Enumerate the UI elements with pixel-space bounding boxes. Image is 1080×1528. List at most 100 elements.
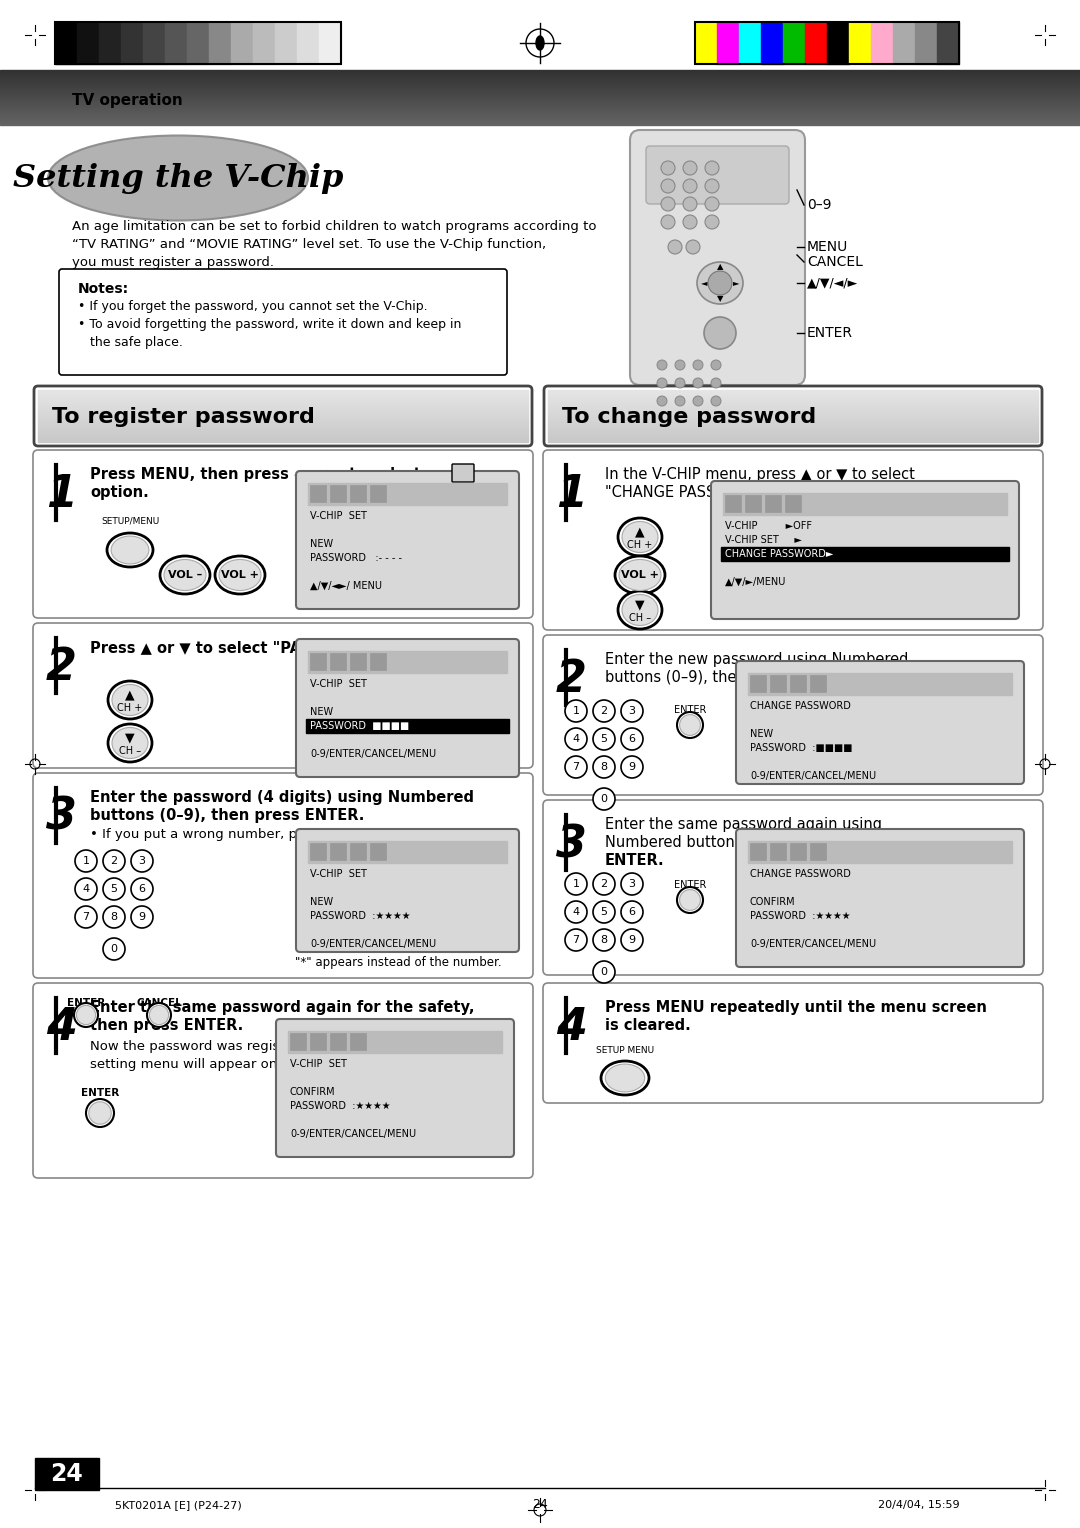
Text: 2: 2 xyxy=(600,706,608,717)
FancyBboxPatch shape xyxy=(630,130,805,385)
Text: SETUP MENU: SETUP MENU xyxy=(596,1047,654,1054)
Text: “TV RATING” and “MOVIE RATING” level set. To use the V-Chip function,: “TV RATING” and “MOVIE RATING” level set… xyxy=(72,238,546,251)
Circle shape xyxy=(593,727,615,750)
FancyBboxPatch shape xyxy=(33,983,534,1178)
FancyBboxPatch shape xyxy=(543,983,1043,1103)
Circle shape xyxy=(693,396,703,406)
Circle shape xyxy=(621,902,643,923)
Text: V-CHIP  SET: V-CHIP SET xyxy=(310,678,367,689)
FancyBboxPatch shape xyxy=(735,662,1024,784)
Circle shape xyxy=(693,361,703,370)
Text: PASSWORD  :★★★★: PASSWORD :★★★★ xyxy=(291,1102,391,1111)
Circle shape xyxy=(565,902,588,923)
Text: ENTER: ENTER xyxy=(81,1088,119,1099)
Bar xyxy=(789,675,806,692)
Circle shape xyxy=(103,906,125,927)
Text: 5: 5 xyxy=(600,908,607,917)
Bar xyxy=(275,21,297,64)
Text: 1: 1 xyxy=(572,879,580,889)
Bar xyxy=(55,21,341,64)
Text: Press MENU, then press ◄ or ► to select: Press MENU, then press ◄ or ► to select xyxy=(90,468,431,481)
Circle shape xyxy=(705,215,719,229)
Bar xyxy=(810,843,826,860)
Bar xyxy=(350,484,366,503)
Text: Now the password was registered and V-Chip: Now the password was registered and V-Ch… xyxy=(90,1041,392,1053)
Text: 3: 3 xyxy=(629,879,635,889)
Circle shape xyxy=(711,377,721,388)
Text: CH –: CH – xyxy=(629,613,651,623)
Text: 0-9/ENTER/CANCEL/MENU: 0-9/ENTER/CANCEL/MENU xyxy=(291,1129,416,1138)
Circle shape xyxy=(593,700,615,723)
Text: V-CHIP         ►OFF: V-CHIP ►OFF xyxy=(725,521,812,532)
Circle shape xyxy=(711,396,721,406)
Text: 7: 7 xyxy=(572,762,580,772)
FancyBboxPatch shape xyxy=(543,451,1043,630)
Text: V-CHIP  SET: V-CHIP SET xyxy=(291,1059,347,1070)
Text: PASSWORD  ■■■■: PASSWORD ■■■■ xyxy=(310,721,409,730)
Bar xyxy=(748,672,1012,695)
Ellipse shape xyxy=(619,559,661,590)
Bar xyxy=(761,21,783,64)
Text: An age limitation can be set to forbid children to watch programs according to: An age limitation can be set to forbid c… xyxy=(72,220,596,232)
Bar xyxy=(231,21,253,64)
Circle shape xyxy=(621,872,643,895)
Circle shape xyxy=(103,938,125,960)
FancyBboxPatch shape xyxy=(296,639,519,778)
Text: NEW: NEW xyxy=(310,539,333,549)
Text: V-CHIP  SET: V-CHIP SET xyxy=(310,510,367,521)
Text: 1: 1 xyxy=(572,706,580,717)
Text: CHANGE PASSWORD►: CHANGE PASSWORD► xyxy=(725,549,834,559)
Circle shape xyxy=(565,872,588,895)
Text: "*" appears instead of the number.: "*" appears instead of the number. xyxy=(295,957,501,969)
Text: ▲/▼/◄/►: ▲/▼/◄/► xyxy=(807,277,859,289)
Circle shape xyxy=(657,396,667,406)
Text: ▼: ▼ xyxy=(125,732,135,744)
FancyBboxPatch shape xyxy=(711,481,1020,619)
Text: CH +: CH + xyxy=(118,703,143,714)
Text: 24: 24 xyxy=(51,1462,83,1487)
Ellipse shape xyxy=(160,556,210,594)
Circle shape xyxy=(147,1002,171,1027)
Text: 3: 3 xyxy=(629,706,635,717)
Text: 2: 2 xyxy=(46,646,77,689)
Text: NEW: NEW xyxy=(310,707,333,717)
Text: ▲: ▲ xyxy=(125,689,135,701)
Text: 8: 8 xyxy=(600,935,608,944)
Text: SETUP/MENU: SETUP/MENU xyxy=(100,516,159,526)
Ellipse shape xyxy=(622,521,658,553)
Text: CONFIRM: CONFIRM xyxy=(291,1086,336,1097)
Text: 4: 4 xyxy=(82,885,90,894)
Circle shape xyxy=(661,179,675,193)
Text: 0-9/ENTER/CANCEL/MENU: 0-9/ENTER/CANCEL/MENU xyxy=(750,772,876,781)
Bar xyxy=(55,21,77,64)
Bar xyxy=(350,652,366,669)
Text: 4: 4 xyxy=(46,1005,77,1050)
Circle shape xyxy=(705,160,719,176)
Circle shape xyxy=(131,850,153,872)
Text: In the V-CHIP menu, press ▲ or ▼ to select: In the V-CHIP menu, press ▲ or ▼ to sele… xyxy=(605,468,915,481)
Text: 20/4/04, 15:59: 20/4/04, 15:59 xyxy=(878,1500,960,1510)
Text: ENTER: ENTER xyxy=(807,325,853,341)
Text: Press ▲ or ▼ to select "PASSWORD".: Press ▲ or ▼ to select "PASSWORD". xyxy=(90,640,387,656)
Bar xyxy=(827,21,849,64)
Text: TV operation: TV operation xyxy=(72,93,183,107)
Text: 1: 1 xyxy=(46,474,77,516)
Text: ▲: ▲ xyxy=(635,526,645,538)
Text: Press MENU repeatedly until the menu screen: Press MENU repeatedly until the menu scr… xyxy=(605,999,987,1015)
Text: To change password: To change password xyxy=(562,406,816,426)
Circle shape xyxy=(77,1005,96,1025)
Text: CANCEL: CANCEL xyxy=(807,255,863,269)
Circle shape xyxy=(661,215,675,229)
Text: 9: 9 xyxy=(138,912,146,921)
Circle shape xyxy=(103,850,125,872)
Bar xyxy=(717,21,739,64)
Ellipse shape xyxy=(697,261,743,304)
Circle shape xyxy=(565,727,588,750)
Text: 3: 3 xyxy=(138,856,146,866)
Bar xyxy=(696,21,959,64)
Ellipse shape xyxy=(215,556,265,594)
Text: ▲/▼/◄►/ MENU: ▲/▼/◄►/ MENU xyxy=(310,581,382,591)
Text: 0-9/ENTER/CANCEL/MENU: 0-9/ENTER/CANCEL/MENU xyxy=(310,749,436,759)
Bar xyxy=(370,843,386,860)
Bar xyxy=(330,843,346,860)
